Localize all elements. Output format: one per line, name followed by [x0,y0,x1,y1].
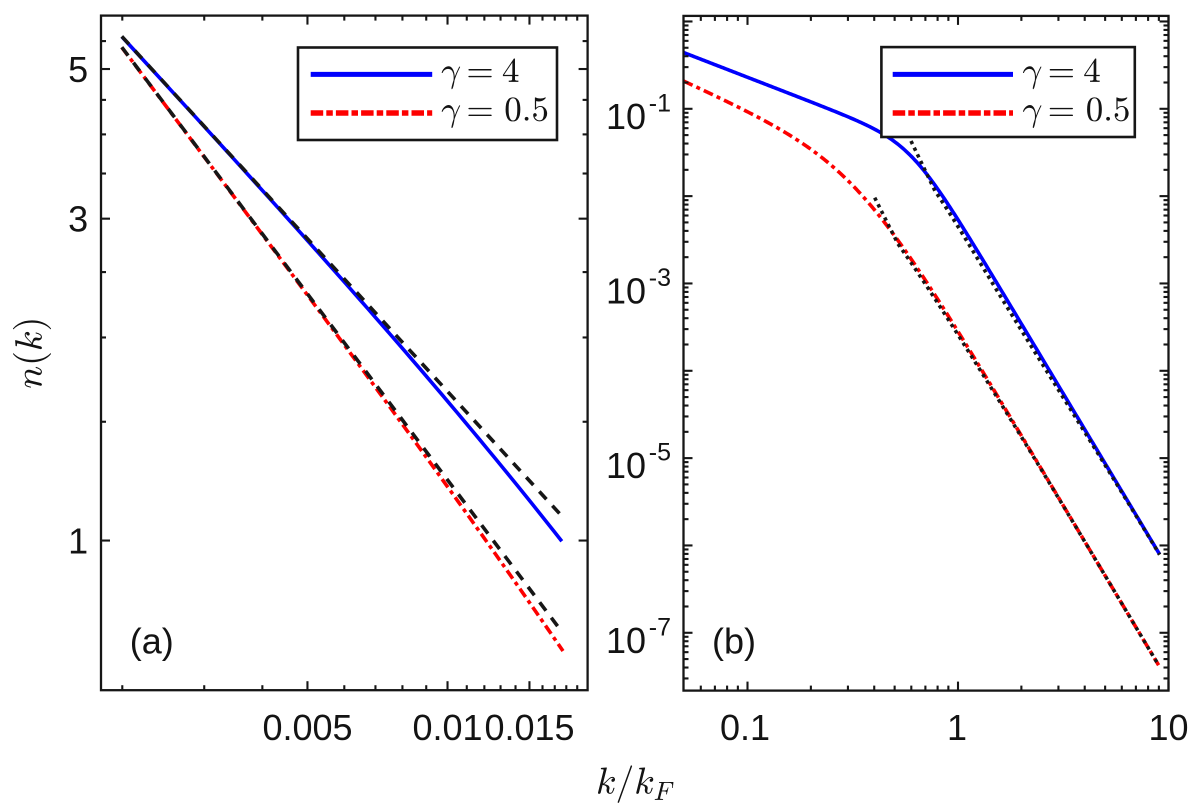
svg-text:(a): (a) [130,621,174,662]
svg-text:0.1: 0.1 [720,707,770,748]
svg-text:-3: -3 [649,264,671,292]
svg-text:-1: -1 [649,89,671,117]
svg-text:0.015: 0.015 [484,707,574,748]
svg-text:(b): (b) [712,621,756,662]
svg-text:-7: -7 [649,613,671,641]
svg-text:10: 10 [606,620,646,661]
svg-text:5: 5 [68,49,88,90]
svg-text:1: 1 [68,520,88,561]
svg-text:10: 10 [606,96,646,137]
svg-text:0.005: 0.005 [262,707,352,748]
svg-text:1: 1 [947,707,967,748]
svg-text:-5: -5 [649,439,671,467]
svg-text:10: 10 [606,271,646,312]
svg-text:10: 10 [1148,707,1188,748]
svg-text:0.01: 0.01 [412,707,482,748]
svg-text:10: 10 [606,445,646,486]
svg-text:3: 3 [68,199,88,240]
